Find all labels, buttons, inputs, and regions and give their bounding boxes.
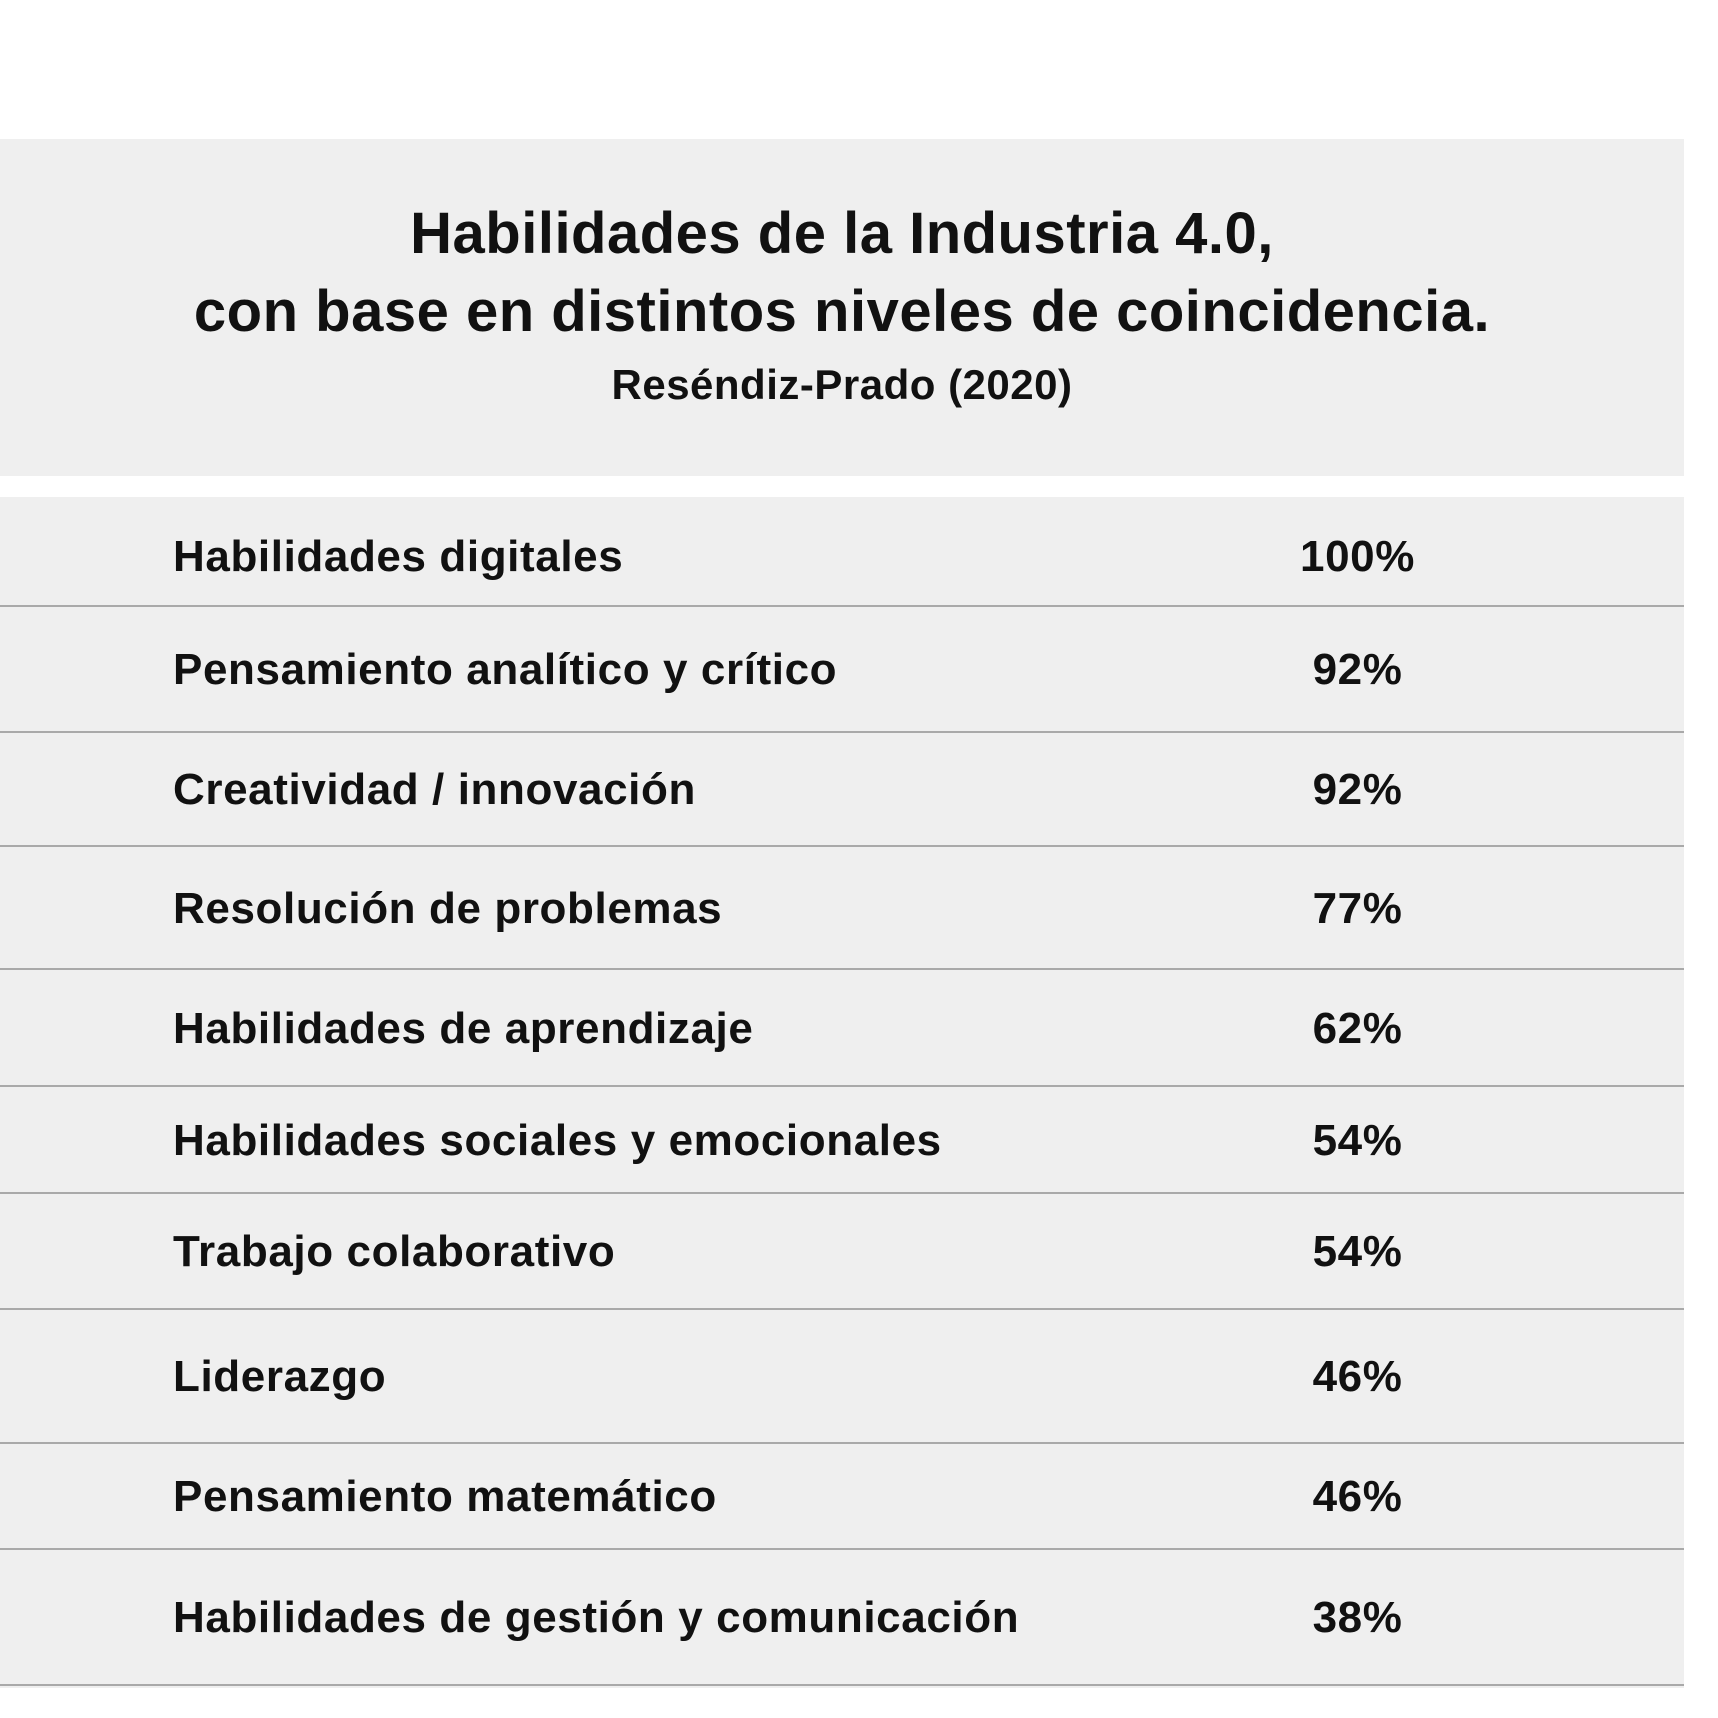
chart-title-line-1: Habilidades de la Industria 4.0, [410,201,1274,266]
row-label: Pensamiento analítico y crítico [173,645,838,694]
chart-title-line-2: con base en distintos niveles de coincid… [193,279,1491,344]
row-label: Habilidades de gestión y comunicación [173,1593,1020,1642]
table-row: Habilidades sociales y emocionales 54% [0,1087,1684,1194]
row-value: 46% [1312,1352,1403,1401]
row-value: 54% [1312,1227,1403,1276]
chart-subtitle: Reséndiz-Prado (2020) [611,361,1073,408]
skills-table: Habilidades digitales 100% Pensamiento ana… [0,497,1684,1688]
row-value: 100% [1300,532,1415,581]
row-value: 77% [1312,884,1403,933]
row-label: Liderazgo [173,1352,387,1401]
row-value: 62% [1312,1004,1403,1053]
table-row: Pensamiento analítico y crítico 92% [0,607,1684,733]
chart-title: Habilidades de la Industria 4.0, con bas… [0,139,1684,351]
row-label: Resolución de problemas [173,884,723,933]
row-label: Habilidades digitales [173,532,624,581]
row-value: 92% [1312,765,1403,814]
row-value: 46% [1312,1472,1403,1521]
table-row: Creatividad / innovación 92% [0,733,1684,847]
row-label: Pensamiento matemático [173,1472,717,1521]
row-label: Habilidades de aprendizaje [173,1004,754,1053]
table-row: Habilidades de gestión y comunicación 38% [0,1550,1684,1686]
table-row: Habilidades de aprendizaje 62% [0,970,1684,1087]
table-row: Pensamiento matemático 46% [0,1444,1684,1550]
table-row: Resolución de problemas 77% [0,847,1684,970]
row-label: Habilidades sociales y emocionales [173,1116,942,1165]
row-label: Trabajo colaborativo [173,1227,616,1276]
table-row: Trabajo colaborativo 54% [0,1194,1684,1310]
row-value: 92% [1312,645,1403,694]
row-label: Creatividad / innovación [173,765,696,814]
header-panel: Habilidades de la Industria 4.0, con bas… [0,139,1684,476]
row-value: 38% [1312,1593,1403,1642]
table-row: Liderazgo 46% [0,1310,1684,1444]
row-value: 54% [1312,1116,1403,1165]
table-row: Habilidades digitales 100% [0,497,1684,607]
